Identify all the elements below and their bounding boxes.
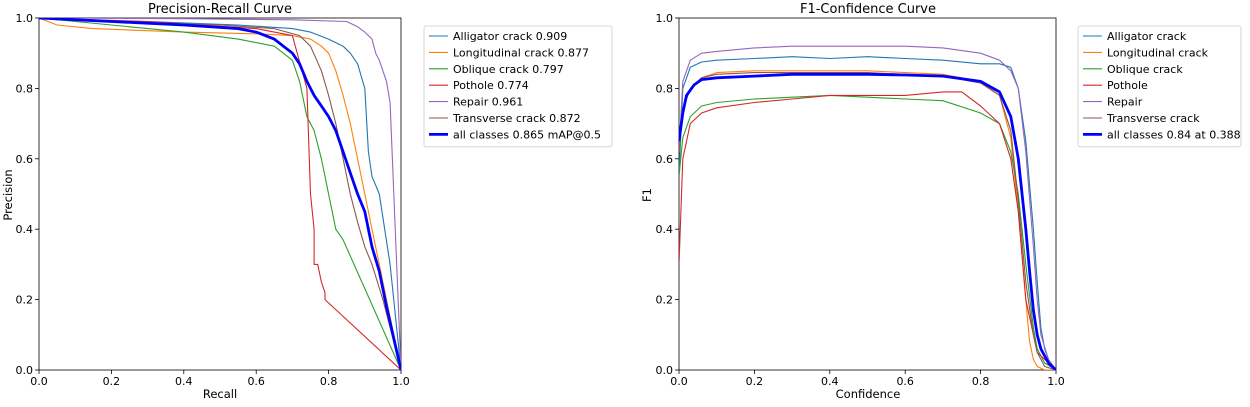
x-tick-label: 1.0 (1047, 375, 1065, 388)
x-axis-label: Recall (203, 387, 237, 401)
series-line-all-classes (39, 18, 401, 370)
y-tick-label: 0.4 (656, 223, 674, 236)
plot-frame (38, 17, 402, 371)
legend-label: Transverse crack 0.872 (452, 112, 581, 125)
y-tick-label: 1.0 (16, 12, 34, 25)
x-axis-label: Confidence (836, 387, 901, 401)
series-line-repair (679, 45, 1056, 370)
y-tick-label: 0.0 (656, 364, 674, 377)
x-tick-label: 0.4 (821, 375, 839, 388)
chart-title: F1-Confidence Curve (800, 2, 936, 17)
plot-frame (678, 17, 1057, 371)
y-tick-label: 1.0 (656, 12, 674, 25)
chart-title: Precision-Recall Curve (148, 2, 292, 17)
x-tick-label: 0.6 (896, 375, 914, 388)
precision-recall-chart: Precision-Recall Curve Recall Precision … (1, 2, 613, 401)
legend-box (423, 25, 613, 148)
legend-label: Repair (1107, 96, 1143, 109)
f1-confidence-chart: F1-Confidence Curve Confidence F1 0.0 0.2… (640, 2, 1242, 401)
series-line-all-classes (679, 72, 1056, 370)
y-tick-label: 0.2 (656, 294, 674, 307)
legend-label: Repair 0.961 (453, 96, 523, 109)
y-tick-label: 0.0 (16, 364, 34, 377)
series-line-alligator-crack (679, 56, 1056, 370)
x-tick-label: 0.0 (670, 375, 688, 388)
legend-label: Oblique crack 0.797 (453, 63, 564, 76)
series-line-transverse-crack (39, 18, 401, 370)
y-axis-label: Precision (1, 169, 15, 220)
legend-label: Pothole (1107, 79, 1148, 92)
legend-label: Alligator crack 0.909 (453, 30, 567, 43)
y-tick-label: 0.4 (16, 223, 34, 236)
x-tick-label: 0.8 (320, 375, 338, 388)
x-tick-label: 0.8 (972, 375, 990, 388)
series-line-transverse-crack (679, 72, 1056, 370)
x-tick-label: 0.4 (175, 375, 193, 388)
y-tick-label: 0.6 (656, 153, 674, 166)
legend-box (1077, 25, 1242, 148)
legend-label: all classes 0.84 at 0.388 (1107, 128, 1241, 141)
legend-label: Transverse crack (1106, 112, 1200, 125)
series-line-pothole (39, 18, 401, 370)
legend: Alligator crack 0.909 Longitudinal crack … (423, 25, 613, 148)
x-tick-label: 1.0 (392, 375, 410, 388)
y-tick-label: 0.6 (16, 153, 34, 166)
y-axis-label: F1 (640, 188, 654, 202)
series-line-pothole (679, 91, 1056, 370)
legend-label: Oblique crack (1107, 63, 1183, 76)
legend-label: Longitudinal crack 0.877 (453, 46, 589, 59)
x-tick-label: 0.2 (746, 375, 764, 388)
legend: Alligator crack Longitudinal crack Oblique… (1077, 25, 1242, 148)
legend-label: all classes 0.865 mAP@0.5 (453, 128, 601, 141)
series-line-oblique-crack (39, 18, 401, 370)
series-line-longitudinal-crack (39, 18, 401, 370)
series-line-longitudinal-crack (679, 70, 1056, 370)
x-tick-label: 0.0 (30, 375, 48, 388)
y-tick-label: 0.8 (656, 82, 674, 95)
x-tick-label: 0.2 (103, 375, 121, 388)
legend-label: Alligator crack (1107, 30, 1187, 43)
legend-label: Pothole 0.774 (453, 79, 529, 92)
y-tick-label: 0.2 (16, 294, 34, 307)
legend-label: Longitudinal crack (1107, 46, 1209, 59)
series-line-repair (39, 18, 401, 370)
series-group (679, 45, 1056, 370)
x-tick-label: 0.6 (247, 375, 265, 388)
series-line-alligator-crack (39, 18, 401, 370)
series-line-oblique-crack (679, 94, 1056, 370)
y-tick-label: 0.8 (16, 82, 34, 95)
series-group (39, 18, 401, 370)
